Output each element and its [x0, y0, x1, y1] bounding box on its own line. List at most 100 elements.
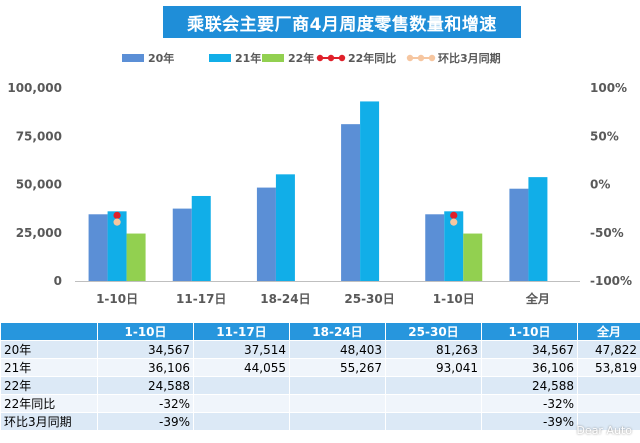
table-header-cell: 11-17日: [193, 322, 290, 341]
table-cell: 81,263: [385, 340, 482, 359]
bar-21年: [107, 211, 127, 281]
data-table: 1-10日 11-17日 18-24日 25-30日 1-10日 全月 20年 …: [0, 322, 640, 431]
table-cell: [385, 412, 482, 431]
legend-marker: [327, 54, 335, 62]
table-row: 环比3月同期 -39% -39%: [0, 412, 640, 431]
bar-21年: [444, 211, 464, 281]
table-cell: 34,567: [481, 340, 578, 359]
bar-20年: [256, 187, 276, 281]
table-cell: 48,403: [289, 340, 386, 359]
table-header-cell: 全月: [577, 322, 640, 341]
table-cell: -32%: [97, 394, 194, 413]
table-cell: 47,822: [577, 340, 640, 359]
legend-label: 22年: [288, 51, 314, 65]
table-cell: 24,588: [481, 376, 578, 395]
watermark: Dear Auto: [576, 424, 632, 437]
y-left-tick-label: 75,000: [16, 129, 62, 143]
y-right-tick-label: -100%: [590, 274, 632, 288]
table-row-label: 21年: [0, 358, 98, 377]
bar-21年: [360, 101, 380, 281]
table-cell: [193, 376, 290, 395]
table-cell: 44,055: [193, 358, 290, 377]
x-tick-label: 18-24日: [260, 292, 310, 306]
table-row-label: 22年同比: [0, 394, 98, 413]
legend-swatch: [262, 54, 284, 62]
table-header-cell: 25-30日: [385, 322, 482, 341]
y-left-tick-label: 25,000: [16, 226, 62, 240]
table-cell: 55,267: [289, 358, 386, 377]
table-header-cell: 1-10日: [97, 322, 194, 341]
table-row: 22年同比 -32% -32%: [0, 394, 640, 413]
y-right-tick-label: 100%: [590, 81, 627, 95]
table-cell: 36,106: [481, 358, 578, 377]
y-right-tick-label: 50%: [590, 129, 619, 143]
table-header-row: 1-10日 11-17日 18-24日 25-30日 1-10日 全月: [0, 322, 640, 341]
legend-marker: [316, 54, 324, 62]
table-cell: 93,041: [385, 358, 482, 377]
x-tick-label: 1-10日: [433, 292, 475, 306]
table-cell: [289, 376, 386, 395]
legend-marker: [428, 54, 436, 62]
line-marker-22年同比: [113, 211, 121, 219]
y-left-tick-label: 0: [54, 274, 62, 288]
y-right-tick-label: 0%: [590, 178, 610, 192]
table-row-label: 20年: [0, 340, 98, 359]
bar-21年: [528, 177, 548, 281]
legend-label: 22年同比: [348, 51, 396, 65]
table-cell: [577, 376, 640, 395]
x-tick-label: 25-30日: [344, 292, 394, 306]
bar-22年: [463, 233, 483, 281]
table-row: 21年 36,106 44,055 55,267 93,041 36,106 5…: [0, 358, 640, 377]
table-cell: [577, 412, 640, 431]
table-cell: [289, 394, 386, 413]
bar-20年: [88, 214, 108, 281]
table-header-cell: 18-24日: [289, 322, 386, 341]
bar-21年: [275, 174, 295, 281]
bar-20年: [341, 124, 361, 281]
table-corner-cell: [0, 322, 98, 341]
table-header-cell: 1-10日: [481, 322, 578, 341]
legend-label: 环比3月同期: [438, 51, 501, 65]
bar-20年: [172, 208, 192, 281]
bar-chart: 20年 21年 22年 22年同比 环比3月同期 0 25,000 50,000 75,000 1…: [7, 51, 632, 306]
chart-title: 乘联会主要厂商4月周度零售数量和增速: [163, 6, 521, 38]
table-cell: 36,106: [97, 358, 194, 377]
table-row-label: 22年: [0, 376, 98, 395]
table-row: 22年 24,588 24,588: [0, 376, 640, 395]
bar-20年: [509, 188, 529, 281]
table-cell: 24,588: [97, 376, 194, 395]
x-tick-label: 11-17日: [176, 292, 226, 306]
table-cell: [289, 412, 386, 431]
y-left-tick-label: 50,000: [16, 178, 62, 192]
legend-label: 21年: [235, 51, 261, 65]
legend-swatch: [209, 54, 231, 62]
legend-swatch: [122, 54, 144, 62]
legend-marker: [406, 54, 414, 62]
table-cell: [193, 412, 290, 431]
line-marker-22年同比: [450, 211, 458, 219]
table-cell: -39%: [97, 412, 194, 431]
table-row-label: 环比3月同期: [0, 412, 98, 431]
table-row: 20年 34,567 37,514 48,403 81,263 34,567 4…: [0, 340, 640, 359]
legend-marker: [338, 54, 346, 62]
table-cell: -39%: [481, 412, 578, 431]
table-cell: 34,567: [97, 340, 194, 359]
bar-20年: [425, 214, 445, 281]
table-cell: 53,819: [577, 358, 640, 377]
legend-label: 20年: [148, 51, 174, 65]
table-cell: 37,514: [193, 340, 290, 359]
bar-22年: [126, 233, 146, 281]
legend-marker: [417, 54, 425, 62]
line-marker-环比3月同期: [113, 218, 121, 226]
table-cell: [193, 394, 290, 413]
x-tick-label: 全月: [525, 291, 550, 306]
table-cell: -32%: [481, 394, 578, 413]
table-cell: [385, 394, 482, 413]
bar-21年: [191, 195, 211, 281]
table-cell: [577, 394, 640, 413]
y-right-tick-label: -50%: [590, 226, 624, 240]
y-left-tick-label: 100,000: [7, 81, 62, 95]
x-tick-label: 1-10日: [96, 292, 138, 306]
table-cell: [385, 376, 482, 395]
line-marker-环比3月同期: [450, 218, 458, 226]
